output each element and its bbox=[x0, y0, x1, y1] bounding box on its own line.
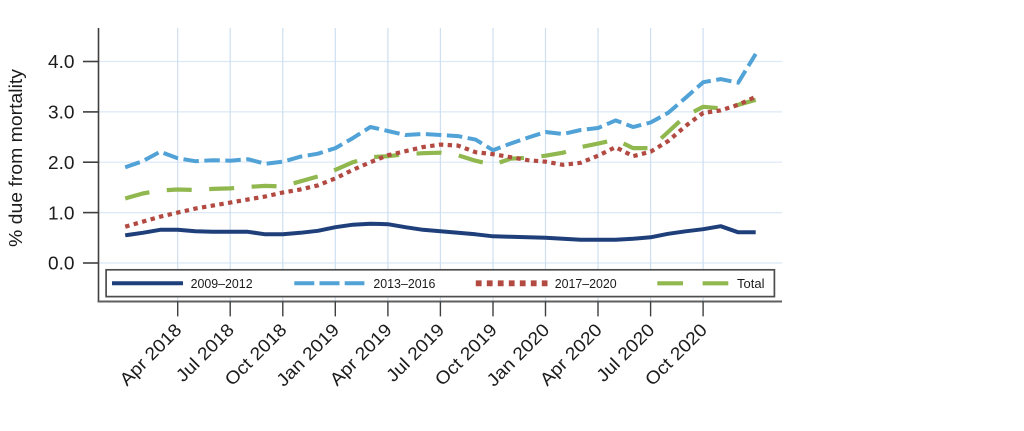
svg-text:1.0: 1.0 bbox=[48, 203, 75, 223]
svg-text:% due from mortality: % due from mortality bbox=[6, 69, 26, 247]
svg-text:3.0: 3.0 bbox=[48, 103, 75, 123]
svg-text:2009–2012: 2009–2012 bbox=[191, 276, 253, 291]
svg-text:4.0: 4.0 bbox=[48, 52, 75, 72]
svg-text:2013–2016: 2013–2016 bbox=[373, 276, 435, 291]
svg-text:2017–2020: 2017–2020 bbox=[555, 276, 617, 291]
svg-text:Total: Total bbox=[737, 276, 765, 291]
svg-text:2.0: 2.0 bbox=[48, 153, 75, 173]
svg-text:0.0: 0.0 bbox=[48, 254, 75, 274]
